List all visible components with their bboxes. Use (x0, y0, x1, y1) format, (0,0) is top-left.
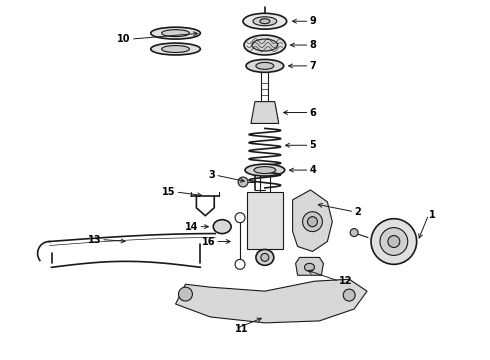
Ellipse shape (256, 249, 274, 265)
Ellipse shape (388, 235, 400, 247)
Text: 3: 3 (208, 170, 215, 180)
Text: 5: 5 (310, 140, 316, 150)
Ellipse shape (253, 17, 277, 26)
Text: 2: 2 (354, 207, 361, 217)
Polygon shape (295, 257, 323, 275)
Text: 12: 12 (339, 276, 353, 286)
Circle shape (238, 177, 248, 187)
Ellipse shape (371, 219, 416, 264)
Ellipse shape (243, 13, 287, 29)
Ellipse shape (343, 289, 355, 301)
Text: 10: 10 (118, 34, 131, 44)
Polygon shape (247, 192, 283, 249)
Text: 4: 4 (310, 165, 316, 175)
Text: 14: 14 (185, 222, 198, 231)
Ellipse shape (261, 253, 269, 261)
Text: 15: 15 (162, 187, 175, 197)
Ellipse shape (246, 59, 284, 72)
Ellipse shape (162, 30, 190, 37)
Text: 13: 13 (88, 234, 101, 244)
Polygon shape (175, 279, 367, 323)
Text: 6: 6 (310, 108, 316, 117)
Polygon shape (293, 190, 332, 251)
Text: 8: 8 (310, 40, 317, 50)
Text: 9: 9 (310, 16, 316, 26)
Ellipse shape (162, 46, 190, 53)
Circle shape (235, 260, 245, 269)
Ellipse shape (178, 287, 193, 301)
Ellipse shape (213, 220, 231, 234)
Ellipse shape (256, 62, 274, 69)
Text: 16: 16 (202, 237, 215, 247)
Ellipse shape (380, 228, 408, 255)
Text: 7: 7 (310, 61, 316, 71)
Ellipse shape (305, 264, 315, 271)
Polygon shape (251, 102, 279, 123)
Circle shape (350, 229, 358, 237)
Ellipse shape (151, 27, 200, 39)
Circle shape (235, 213, 245, 223)
Ellipse shape (254, 167, 276, 174)
Text: 1: 1 (429, 210, 435, 220)
Text: 11: 11 (235, 324, 248, 334)
Ellipse shape (308, 217, 318, 227)
Ellipse shape (244, 35, 286, 55)
Ellipse shape (260, 19, 270, 24)
Ellipse shape (302, 212, 322, 231)
Ellipse shape (151, 43, 200, 55)
Ellipse shape (245, 164, 285, 176)
Ellipse shape (252, 39, 278, 51)
